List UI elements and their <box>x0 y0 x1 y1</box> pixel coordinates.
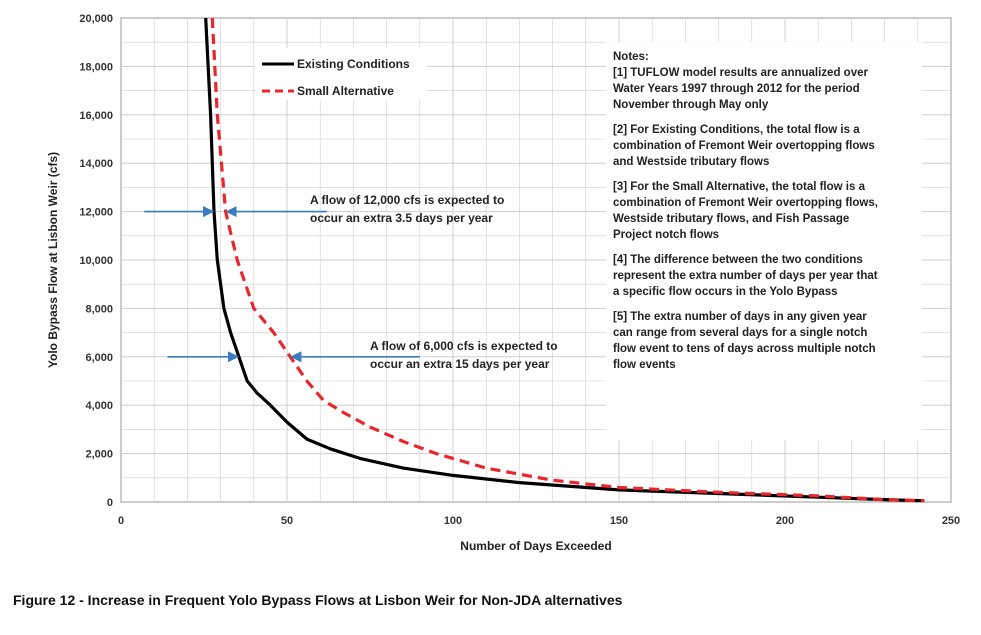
y-tick-label: 16,000 <box>79 110 113 122</box>
y-tick-label: 8,000 <box>85 303 113 315</box>
y-axis-title: Yolo Bypass Flow at Lisbon Weir (cfs) <box>46 152 60 368</box>
series-group <box>204 17 925 503</box>
note-line: [3] For the Small Alternative, the total… <box>613 181 866 193</box>
legend-label-existing: Existing Conditions <box>297 57 410 71</box>
y-tick-label: 2,000 <box>85 449 113 461</box>
x-tick-label: 100 <box>444 515 462 527</box>
y-tick-label: 14,000 <box>79 158 113 170</box>
notes-box: Notes: [1] TUFLOW model results are annua… <box>606 42 922 440</box>
annotation-text: A flow of 6,000 cfs is expected to <box>370 339 558 353</box>
note-line: [2] For Existing Conditions, the total f… <box>613 124 860 136</box>
note-line: combination of Fremont Weir overtopping … <box>613 140 875 152</box>
y-axis-ticks: 0 2,000 4,000 6,000 8,000 10,000 12,000 14,000 1… <box>79 13 113 509</box>
note-line: Project notch flows <box>613 229 719 241</box>
note-line: Notes: <box>613 51 649 63</box>
note-line: represent the extra number of days per y… <box>613 270 878 282</box>
note-line: Westside tributary flows, and Fish Passa… <box>613 213 849 225</box>
note-line: [1] TUFLOW model results are annualized … <box>613 67 868 79</box>
y-tick-label: 0 <box>107 497 113 509</box>
annotation-text: occur an extra 3.5 days per year <box>310 211 493 225</box>
annotations: A flow of 12,000 cfs is expected to occur… <box>144 193 558 371</box>
y-tick-label: 4,000 <box>85 400 113 412</box>
y-tick-label: 18,000 <box>79 61 113 73</box>
x-tick-label: 250 <box>942 515 960 527</box>
y-tick-label: 6,000 <box>85 352 113 364</box>
y-tick-label: 20,000 <box>79 13 113 25</box>
note-line: can range from several days for a single… <box>613 327 867 339</box>
annotation-text: A flow of 12,000 cfs is expected to <box>310 193 504 207</box>
series-line-small-alt <box>210 17 925 503</box>
note-line: [4] The difference between the two condi… <box>613 254 863 266</box>
x-tick-label: 50 <box>281 515 293 527</box>
series-line-existing <box>204 17 925 503</box>
notes-background <box>606 42 922 440</box>
x-tick-label: 200 <box>776 515 794 527</box>
x-axis-title: Number of Days Exceeded <box>460 539 611 553</box>
note-line: November through May only <box>613 99 769 111</box>
legend-label-small-alt: Small Alternative <box>297 84 394 98</box>
x-tick-label: 150 <box>610 515 628 527</box>
legend-box <box>255 48 427 100</box>
note-line: and Westside tributary flows <box>613 156 769 168</box>
note-line: flow events <box>613 359 676 371</box>
note-line: [5] The extra number of days in any give… <box>613 311 867 323</box>
note-line: Water Years 1997 through 2012 for the pe… <box>613 83 860 95</box>
note-line: combination of Fremont Weir overtopping … <box>613 197 878 209</box>
y-tick-label: 10,000 <box>79 255 113 267</box>
x-tick-label: 0 <box>118 515 124 527</box>
note-line: a specific flow occurs in the Yolo Bypas… <box>613 286 838 298</box>
legend: Existing Conditions Small Alternative <box>255 48 427 100</box>
note-line: flow event to tens of days across multip… <box>613 343 876 355</box>
flow-duration-chart: 0 2,000 4,000 6,000 8,000 10,000 12,000 14,000 1… <box>46 13 960 553</box>
annotation-text: occur an extra 15 days per year <box>370 357 550 371</box>
figure-caption: Figure 12 - Increase in Frequent Yolo By… <box>13 592 623 608</box>
y-tick-label: 12,000 <box>79 207 113 219</box>
x-axis-ticks: 0 50 100 150 200 250 <box>118 515 960 527</box>
